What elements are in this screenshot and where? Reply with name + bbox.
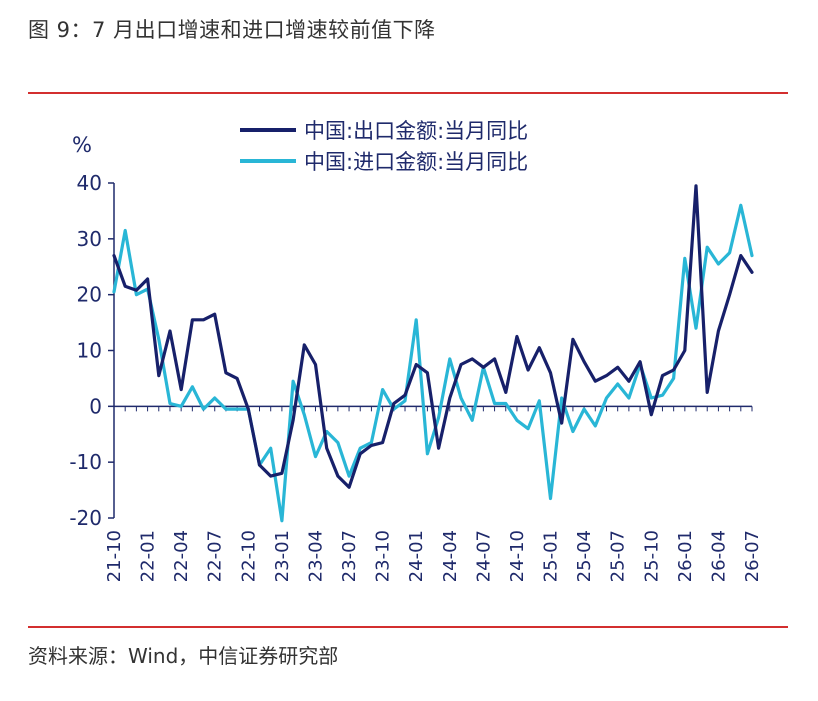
x-tick-label: 23-10 [373, 530, 394, 582]
x-tick-label: 23-01 [272, 530, 293, 582]
x-tick-label: 22-01 [138, 530, 159, 582]
y-tick-label: 0 [89, 394, 102, 418]
x-tick-label: 25-07 [608, 530, 629, 582]
y-tick-label: -10 [69, 450, 102, 474]
x-tick-label: 24-04 [440, 530, 461, 582]
figure-title: 图 9：7 月出口增速和进口增速较前值下降 [28, 18, 436, 42]
x-tick-label: 25-01 [541, 530, 562, 582]
x-tick-label: 26-01 [675, 530, 696, 582]
x-tick-label: 23-04 [305, 530, 326, 582]
y-tick-label: 20 [77, 283, 102, 307]
x-tick-label: 26-07 [742, 530, 763, 582]
x-tick-label: 25-10 [641, 530, 662, 582]
legend-label-export: 中国:出口金额:当月同比 [304, 119, 528, 143]
y-axis-unit: % [72, 133, 92, 157]
x-tick-label: 22-10 [238, 530, 259, 582]
y-axis: -20 -10 0 10 20 30 40% [69, 133, 115, 530]
bottom-divider [28, 626, 788, 628]
source-note: 资料来源：Wind，中信证券研究部 [28, 644, 339, 668]
series-line-import [112, 203, 754, 523]
x-tick-label: 21-10 [104, 530, 125, 582]
y-tick-label: 30 [77, 227, 102, 251]
x-tick-label: 22-04 [171, 530, 192, 582]
y-tick-label: -20 [69, 506, 102, 530]
legend-label-import: 中国:进口金额:当月同比 [304, 150, 528, 174]
x-tick-label: 26-04 [708, 530, 729, 582]
series-line-export [112, 184, 754, 489]
y-tick-label: 10 [77, 339, 102, 363]
x-tick-label: 22-07 [205, 530, 226, 582]
x-tick-label: 24-01 [406, 530, 427, 582]
top-divider [28, 92, 788, 94]
y-tick-label: 40 [77, 171, 102, 195]
x-tick-label: 25-04 [574, 530, 595, 582]
x-tick-label: 24-10 [507, 530, 528, 582]
x-tick-label: 24-07 [473, 530, 494, 582]
series-layer [112, 184, 754, 523]
x-tick-label: 23-07 [339, 530, 360, 582]
